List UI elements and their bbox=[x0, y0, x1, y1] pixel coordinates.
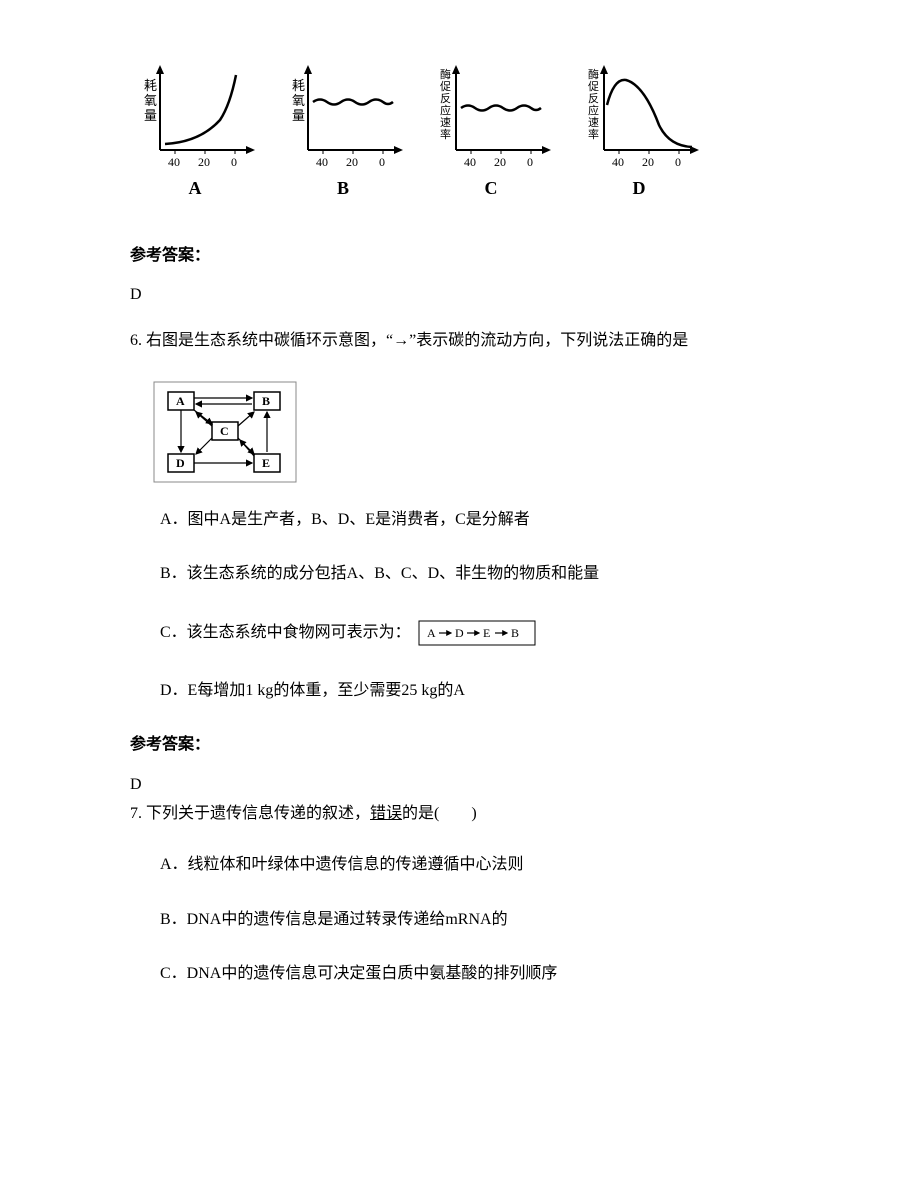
svg-text:40: 40 bbox=[612, 155, 624, 169]
svg-text:D: D bbox=[176, 456, 185, 470]
q7-text-before: 下列关于遗传信息传递的叙述， bbox=[146, 805, 370, 822]
svg-text:率: 率 bbox=[440, 127, 451, 141]
q6-answer-heading: 参考答案： bbox=[130, 732, 810, 758]
svg-text:0: 0 bbox=[527, 155, 533, 169]
charts-row: 耗 氧 量 40 20 0 A 耗 bbox=[130, 60, 810, 203]
q6-text: 右图是生态系统中碳循环示意图，“→”表示碳的流动方向，下列说法正确的是 bbox=[146, 332, 688, 349]
q6-option-d: D．E每增加1 kg的体重，至少需要25 kg的A bbox=[160, 677, 810, 706]
q5-answer-heading: 参考答案： bbox=[130, 243, 810, 269]
q6-option-b: B．该生态系统的成分包括A、B、C、D、非生物的物质和能量 bbox=[160, 560, 810, 589]
q6-option-a: A．图中A是生产者，B、D、E是消费者，C是分解者 bbox=[160, 506, 810, 535]
svg-text:促: 促 bbox=[588, 79, 599, 93]
svg-text:速: 速 bbox=[440, 116, 451, 129]
svg-text:D: D bbox=[455, 626, 464, 640]
svg-text:20: 20 bbox=[198, 155, 210, 169]
q6-question: 6. 右图是生态系统中碳循环示意图，“→”表示碳的流动方向，下列说法正确的是 bbox=[130, 328, 810, 354]
svg-text:促: 促 bbox=[440, 79, 451, 93]
q6-option-c-text: C．该生态系统中食物网可表示为： bbox=[160, 620, 411, 646]
chart-c-label: C bbox=[485, 174, 498, 203]
q6-option-c-chain: A D E B bbox=[417, 615, 537, 651]
svg-text:酶: 酶 bbox=[440, 68, 451, 81]
chart-c: 酶 促 反 应 速 率 40 20 0 C bbox=[426, 60, 556, 203]
svg-text:反: 反 bbox=[588, 92, 599, 105]
chart-a: 耗 氧 量 40 20 0 A bbox=[130, 60, 260, 203]
q6-option-c: C．该生态系统中食物网可表示为： A D E B bbox=[160, 615, 810, 651]
chart-a-label: A bbox=[189, 174, 202, 203]
svg-text:反: 反 bbox=[440, 92, 451, 105]
svg-text:应: 应 bbox=[440, 103, 451, 117]
svg-text:A: A bbox=[176, 394, 185, 408]
q6-number: 6. bbox=[130, 332, 142, 349]
chart-d-plot: 酶 促 反 应 速 率 40 20 0 bbox=[574, 60, 704, 170]
svg-text:速: 速 bbox=[588, 116, 599, 129]
chart-a-ylabel-2: 氧 bbox=[144, 93, 157, 108]
q6-answer: D bbox=[130, 772, 810, 798]
svg-text:40: 40 bbox=[168, 155, 180, 169]
svg-text:20: 20 bbox=[346, 155, 358, 169]
chart-d-label: D bbox=[633, 174, 646, 203]
chart-a-plot: 耗 氧 量 40 20 0 bbox=[130, 60, 260, 170]
chart-a-ylabel-3: 量 bbox=[144, 108, 157, 123]
chart-b: 耗 氧 量 40 20 0 B bbox=[278, 60, 408, 203]
q7-option-a: A．线粒体和叶绿体中遗传信息的传递遵循中心法则 bbox=[160, 851, 810, 880]
svg-text:酶: 酶 bbox=[588, 68, 599, 81]
q7-underlined: 错误 bbox=[370, 805, 402, 822]
svg-text:0: 0 bbox=[379, 155, 385, 169]
q7-text-after: 的是( ) bbox=[402, 805, 477, 822]
svg-text:40: 40 bbox=[316, 155, 328, 169]
svg-text:B: B bbox=[262, 394, 270, 408]
svg-text:A: A bbox=[427, 626, 436, 640]
chart-a-ylabel-1: 耗 bbox=[144, 78, 157, 93]
svg-text:0: 0 bbox=[231, 155, 237, 169]
svg-text:E: E bbox=[262, 456, 270, 470]
svg-text:E: E bbox=[483, 626, 490, 640]
chart-c-plot: 酶 促 反 应 速 率 40 20 0 bbox=[426, 60, 556, 170]
svg-text:20: 20 bbox=[642, 155, 654, 169]
svg-text:0: 0 bbox=[675, 155, 681, 169]
q7-option-c: C．DNA中的遗传信息可决定蛋白质中氨基酸的排列顺序 bbox=[160, 960, 810, 989]
chart-b-plot: 耗 氧 量 40 20 0 bbox=[278, 60, 408, 170]
svg-text:C: C bbox=[220, 424, 229, 438]
svg-text:40: 40 bbox=[464, 155, 476, 169]
q5-answer: D bbox=[130, 282, 810, 308]
svg-text:率: 率 bbox=[588, 127, 599, 141]
q7-option-b: B．DNA中的遗传信息是通过转录传递给mRNA的 bbox=[160, 906, 810, 935]
svg-text:耗: 耗 bbox=[292, 78, 305, 93]
q6-diagram: A B C D E bbox=[150, 378, 300, 488]
chart-b-label: B bbox=[337, 174, 349, 203]
svg-text:氧: 氧 bbox=[292, 93, 305, 108]
svg-text:B: B bbox=[511, 626, 519, 640]
q7-number: 7. bbox=[130, 805, 142, 822]
svg-text:20: 20 bbox=[494, 155, 506, 169]
q7-question: 7. 下列关于遗传信息传递的叙述，错误的是( ) bbox=[130, 801, 810, 827]
chart-d: 酶 促 反 应 速 率 40 20 0 D bbox=[574, 60, 704, 203]
svg-text:量: 量 bbox=[292, 108, 305, 123]
svg-text:应: 应 bbox=[588, 103, 599, 117]
